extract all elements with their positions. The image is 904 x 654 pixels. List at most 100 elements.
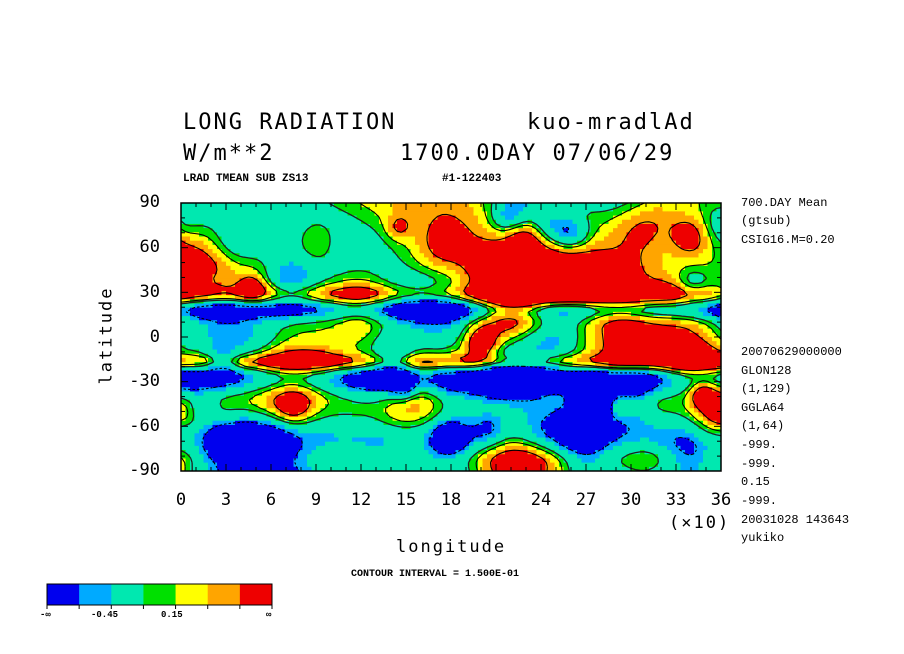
heatmap-cell: [370, 270, 375, 275]
heatmap-cell: [716, 332, 721, 338]
heatmap-cell: [329, 349, 335, 355]
heatmap-cell: [320, 232, 326, 237]
heatmap-cell: [334, 211, 339, 216]
heatmap-cell: [293, 244, 299, 250]
heatmap-cell: [505, 219, 510, 225]
heatmap-cell: [527, 328, 533, 334]
heatmap-cell: [392, 240, 398, 246]
heatmap-cell: [572, 332, 578, 338]
heatmap-cell: [680, 236, 686, 242]
heatmap-cell: [676, 311, 681, 317]
heatmap-cell: [685, 223, 690, 229]
heatmap-cell: [626, 320, 632, 325]
heatmap-cell: [473, 337, 479, 342]
heatmap-cell: [248, 211, 254, 216]
heatmap-cell: [716, 270, 721, 275]
heatmap-cell: [545, 341, 551, 346]
heatmap-cell: [608, 328, 614, 334]
heatmap-cell: [622, 228, 627, 233]
heatmap-cell: [653, 236, 659, 242]
heatmap-cell: [289, 299, 294, 304]
heatmap-cell: [199, 345, 204, 350]
heatmap-cell: [397, 366, 402, 371]
heatmap-cell: [275, 320, 281, 325]
heatmap-cell: [284, 357, 290, 363]
heatmap-cell: [496, 274, 501, 279]
heatmap-cell: [509, 236, 515, 242]
heatmap-cell: [293, 278, 299, 283]
heatmap-cell: [473, 324, 479, 330]
heatmap-cell: [653, 324, 659, 330]
heatmap-cell: [469, 211, 474, 216]
heatmap-cell: [613, 261, 618, 267]
heatmap-cell: [410, 316, 416, 321]
heatmap-cell: [343, 249, 348, 254]
heatmap-cell: [577, 253, 582, 258]
heatmap-cell: [694, 257, 699, 263]
heatmap-cell: [469, 286, 474, 292]
heatmap-cell: [307, 328, 312, 334]
heatmap-cell: [185, 274, 191, 279]
heatmap-cell: [694, 236, 699, 242]
heatmap-cell: [473, 270, 479, 275]
heatmap-cell: [379, 257, 384, 263]
heatmap-cell: [545, 311, 551, 317]
heatmap-cell: [703, 211, 708, 216]
heatmap-cell: [514, 257, 519, 263]
heatmap-cell: [712, 328, 717, 334]
heatmap-cell: [262, 341, 267, 346]
heatmap-cell: [289, 341, 294, 346]
heatmap-cell: [208, 215, 213, 221]
heatmap-cell: [604, 324, 609, 330]
heatmap-cell: [586, 211, 591, 216]
heatmap-cell: [469, 303, 474, 309]
heatmap-cell: [392, 215, 398, 221]
heatmap-cell: [446, 223, 452, 229]
heatmap-cell: [379, 232, 384, 237]
heatmap-cell: [289, 265, 294, 271]
heatmap-cell: [631, 265, 636, 271]
heatmap-cell: [581, 341, 587, 346]
heatmap-cell: [401, 249, 407, 254]
heatmap-cell: [271, 211, 276, 216]
heatmap-cell: [262, 223, 267, 229]
heatmap-cell: [325, 257, 330, 263]
heatmap-cell: [275, 295, 281, 300]
heatmap-cell: [617, 290, 623, 296]
heatmap-cell: [455, 366, 461, 371]
heatmap-cell: [644, 236, 650, 242]
heatmap-cell: [518, 370, 524, 376]
heatmap-cell: [545, 328, 551, 334]
heatmap-cell: [622, 270, 627, 275]
heatmap-cell: [356, 328, 362, 334]
heatmap-cell: [680, 253, 686, 258]
heatmap-cell: [415, 219, 420, 225]
heatmap-cell: [455, 244, 461, 250]
heatmap-cell: [406, 203, 411, 208]
heatmap-cell: [518, 357, 524, 363]
heatmap-cell: [572, 370, 578, 376]
heatmap-cell: [442, 299, 447, 304]
heatmap-cell: [190, 286, 195, 292]
heatmap-cell: [500, 311, 506, 317]
heatmap-cell: [428, 303, 434, 309]
heatmap-cell: [559, 341, 564, 346]
heatmap-cell: [658, 295, 663, 300]
heatmap-cell: [568, 332, 573, 338]
heatmap-cell: [311, 219, 317, 225]
heatmap-cell: [289, 349, 294, 355]
heatmap-cell: [568, 228, 573, 233]
heatmap-cell: [415, 337, 420, 342]
heatmap-cell: [568, 253, 573, 258]
heatmap-cell: [208, 278, 213, 283]
heatmap-cell: [347, 290, 353, 296]
heatmap-cell: [244, 203, 249, 208]
heatmap-cell: [410, 257, 416, 263]
heatmap-cell: [262, 324, 267, 330]
heatmap-cell: [320, 282, 326, 288]
heatmap-cell: [644, 290, 650, 296]
heatmap-cell: [671, 215, 677, 221]
heatmap-cell: [644, 232, 650, 237]
heatmap-cell: [595, 370, 600, 376]
heatmap-cell: [451, 320, 456, 325]
